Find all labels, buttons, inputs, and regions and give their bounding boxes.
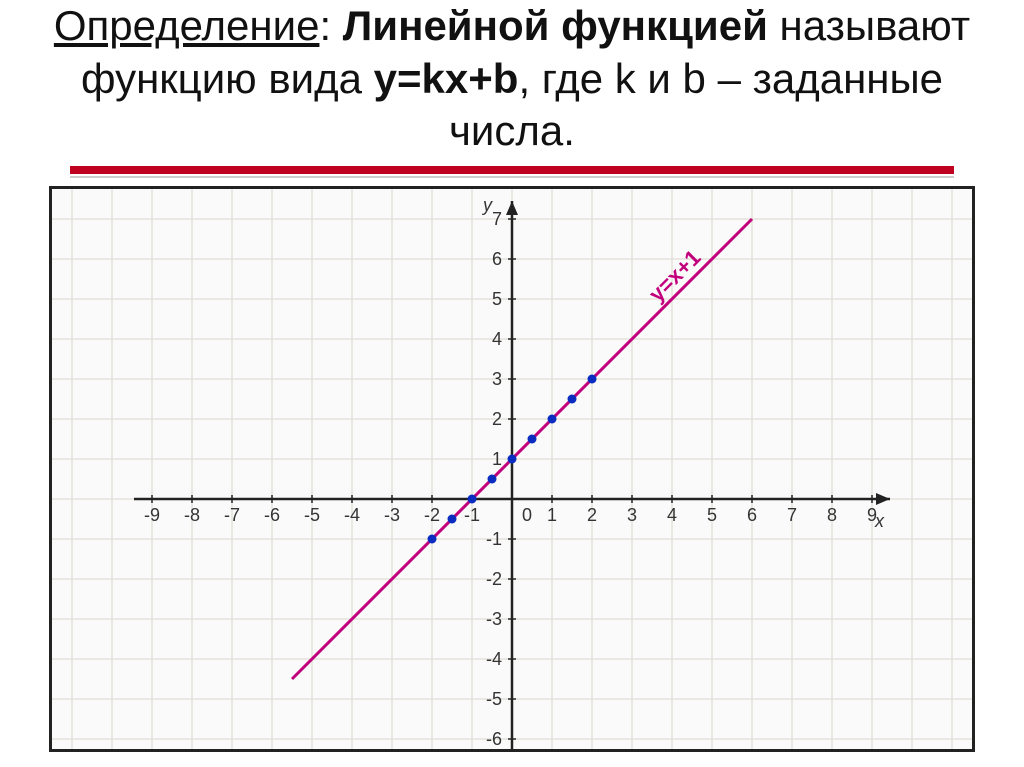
chart-container: -9-8-7-6-5-4-3-2-1123456789-6-5-4-3-2-11… bbox=[49, 186, 975, 752]
svg-text:1: 1 bbox=[492, 449, 502, 469]
svg-text:-3: -3 bbox=[384, 505, 400, 525]
svg-text:6: 6 bbox=[747, 505, 757, 525]
svg-text:4: 4 bbox=[492, 329, 502, 349]
title-bold-1: Линейной функцией bbox=[343, 2, 768, 49]
svg-text:-9: -9 bbox=[144, 505, 160, 525]
svg-text:2: 2 bbox=[492, 409, 502, 429]
svg-text:2: 2 bbox=[587, 505, 597, 525]
title-rule bbox=[70, 166, 954, 174]
svg-text:-4: -4 bbox=[486, 649, 502, 669]
definition-label: Определение bbox=[54, 2, 320, 49]
svg-text:8: 8 bbox=[827, 505, 837, 525]
svg-text:5: 5 bbox=[492, 289, 502, 309]
svg-text:7: 7 bbox=[492, 209, 502, 229]
svg-text:-1: -1 bbox=[486, 529, 502, 549]
svg-text:y: y bbox=[481, 195, 493, 215]
svg-text:-4: -4 bbox=[344, 505, 360, 525]
svg-text:-6: -6 bbox=[264, 505, 280, 525]
svg-text:1: 1 bbox=[547, 505, 557, 525]
svg-text:x: x bbox=[874, 511, 885, 531]
linear-function-chart: -9-8-7-6-5-4-3-2-1123456789-6-5-4-3-2-11… bbox=[52, 189, 972, 749]
svg-text:-5: -5 bbox=[304, 505, 320, 525]
svg-text:7: 7 bbox=[787, 505, 797, 525]
title-formula: y=kx+b bbox=[374, 55, 519, 102]
svg-text:-7: -7 bbox=[224, 505, 240, 525]
svg-text:-1: -1 bbox=[464, 505, 480, 525]
title-block: Определение: Линейной функцией называют … bbox=[0, 0, 1024, 158]
svg-text:-8: -8 bbox=[184, 505, 200, 525]
svg-text:-3: -3 bbox=[486, 609, 502, 629]
svg-text:3: 3 bbox=[492, 369, 502, 389]
svg-text:-2: -2 bbox=[424, 505, 440, 525]
colon: : bbox=[319, 2, 342, 49]
svg-text:3: 3 bbox=[627, 505, 637, 525]
svg-text:-5: -5 bbox=[486, 689, 502, 709]
title-text-2: , где k и b – заданные числа. bbox=[449, 55, 943, 155]
svg-text:5: 5 bbox=[707, 505, 717, 525]
svg-text:-6: -6 bbox=[486, 729, 502, 749]
svg-text:-2: -2 bbox=[486, 569, 502, 589]
svg-text:6: 6 bbox=[492, 249, 502, 269]
svg-text:4: 4 bbox=[667, 505, 677, 525]
svg-text:0: 0 bbox=[522, 505, 532, 525]
